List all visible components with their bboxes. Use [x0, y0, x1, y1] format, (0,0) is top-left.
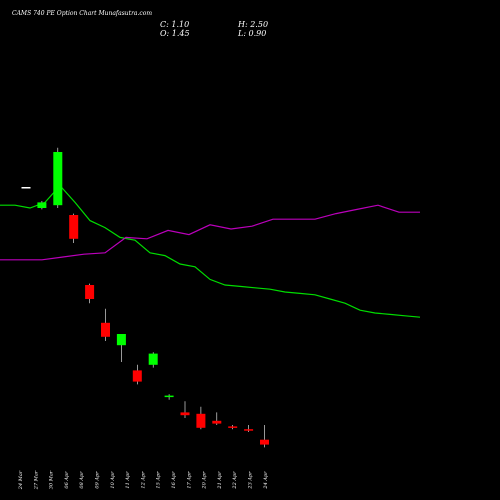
close-readout: C: 1.10	[160, 20, 189, 29]
candle	[116, 334, 126, 362]
x-tick-label: 08 Apr	[79, 471, 85, 489]
candle	[196, 406, 206, 430]
chart-title: CAMS 740 PE Option Chart Munafasutra.com	[12, 10, 152, 17]
candle-body	[37, 202, 47, 208]
x-tick-label: 06 Apr	[64, 471, 70, 489]
candle-body	[180, 412, 190, 416]
ma-fast-line	[0, 184, 421, 318]
x-tick-label: 10 Apr	[110, 471, 116, 489]
x-tick-label: 17 Apr	[186, 471, 192, 489]
candle-body	[164, 395, 174, 398]
candle	[132, 364, 142, 385]
candle	[228, 425, 238, 430]
x-tick-label: 12 Apr	[140, 471, 146, 489]
candle	[21, 187, 31, 189]
candle-body	[228, 426, 238, 428]
x-tick-label: 24 Apr	[263, 471, 269, 490]
x-tick-label: 20 Apr	[202, 471, 208, 490]
candle	[101, 308, 110, 341]
candle	[69, 213, 79, 243]
candle-body	[21, 187, 31, 189]
x-tick-label: 16 Apr	[171, 471, 177, 489]
candle-body	[101, 322, 110, 337]
candle	[37, 201, 47, 210]
candle	[53, 147, 63, 208]
candles	[21, 147, 269, 448]
x-tick-label: 21 Apr	[217, 471, 223, 490]
x-tick-label: 23 Apr	[248, 471, 254, 490]
candle-body	[132, 370, 142, 382]
moving-averages	[0, 184, 421, 318]
candle-body	[116, 334, 126, 346]
candle	[180, 401, 190, 418]
candle	[212, 412, 222, 425]
x-tick-label: 22 Apr	[232, 471, 238, 490]
ma-slow-line	[0, 204, 420, 261]
low-readout: L: 0.90	[237, 29, 266, 38]
candle	[260, 425, 269, 448]
candle-body	[212, 420, 222, 424]
candle-body	[196, 413, 206, 428]
open-readout: O: 1.45	[160, 29, 190, 38]
candle	[148, 352, 158, 368]
x-tick-label: 11 Apr	[125, 471, 131, 489]
x-tick-label: 24 Mar	[18, 470, 24, 490]
candle-body	[260, 439, 269, 445]
candle-body	[244, 429, 254, 431]
x-tick-label: 27 Mar	[33, 470, 39, 490]
x-tick-label: 30 Mar	[49, 470, 55, 489]
x-tick-label: 09 Apr	[95, 471, 101, 489]
x-axis-ticks: 24 Mar 27 Mar 30 Mar 06 Apr 08 Apr 09 Apr 10 A…	[18, 470, 269, 490]
candle	[85, 283, 95, 304]
high-readout: H: 2.50	[237, 20, 268, 29]
candle	[244, 425, 254, 432]
candle-body	[53, 152, 63, 206]
candle	[164, 394, 174, 400]
candle-body	[148, 353, 158, 365]
x-tick-label: 15 Apr	[156, 471, 162, 489]
candle-body	[69, 215, 79, 239]
candle-body	[85, 285, 95, 299]
